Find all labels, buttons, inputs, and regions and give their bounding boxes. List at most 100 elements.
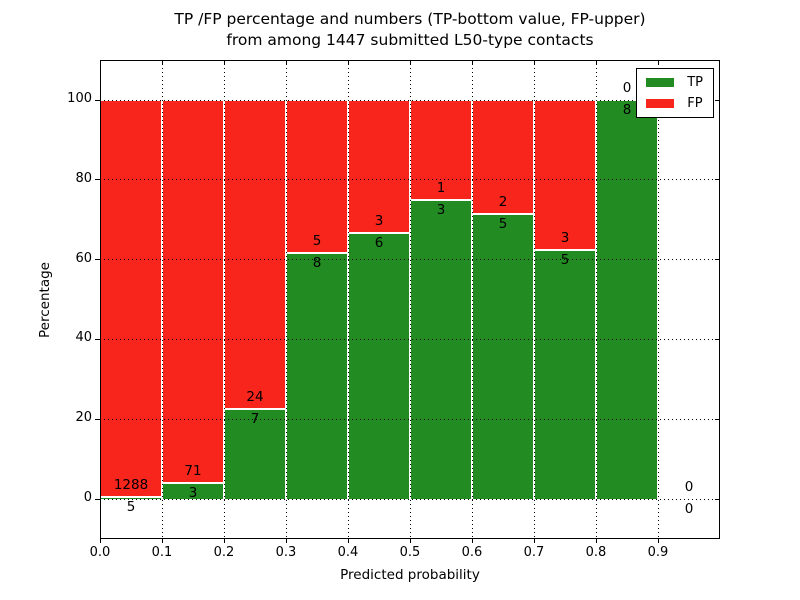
legend-label-fp: FP [687,96,703,111]
tp-bar-segment [596,100,658,499]
x-tick-mark [223,539,225,543]
x-tick-mark [471,539,473,543]
tp-count-label: 5 [560,251,570,268]
x-tick-label: 0.6 [461,545,483,560]
x-tick-mark [595,539,597,543]
grid-layer [100,60,720,539]
y-tick-mark-right [715,418,720,420]
y-tick-label: 60 [75,250,92,266]
y-tick-mark [95,338,100,340]
chart-title-line2: from among 1447 submitted L50-type conta… [226,31,594,49]
gridline-x-0.2 [223,60,225,539]
plot-area: 0.0 0.1 0.2 0.3 0.4 0.5 0.6 0.7 0.8 0.9 0 20 40 60 80 1… [67,60,720,560]
x-tick-mark [533,539,535,543]
gridline-x-0.6 [471,60,473,539]
fp-count-label: 2 [498,194,508,210]
x-tick-mark-top [657,60,659,65]
fp-count-label: 0 [622,80,632,96]
gridline-x-0.4 [347,60,349,539]
y-tick-mark-right [715,99,720,101]
legend-item-fp: FP [646,97,703,110]
y-tick-mark-right [715,179,720,181]
x-tick-mark-top [533,60,535,65]
legend-swatch-fp-icon [646,99,675,108]
x-tick-label: 0.8 [585,545,607,560]
x-tick-mark [409,539,411,543]
gridline-x-0.3 [285,60,287,539]
tp-count-label: 8 [312,255,322,272]
legend-item-tp: TP [646,76,703,89]
x-tick-mark-top [409,60,411,65]
legend-swatch-tp-icon [646,78,675,87]
x-tick-mark-top [347,60,349,65]
y-tick-mark [95,498,100,500]
fp-count-label: 0 [684,479,694,495]
y-axis-label: Percentage [37,262,53,338]
tp-count-label: 7 [250,410,260,427]
x-tick-mark-top [471,60,473,65]
tp-bar-segment [348,233,410,499]
tp-count-label: 6 [374,235,384,251]
ticks-layer: 0.0 0.1 0.2 0.3 0.4 0.5 0.6 0.7 0.8 0.9 0 20 40 60 80 1… [67,60,720,560]
legend: TP FP [636,68,714,118]
gridline-x-0.1 [161,60,163,539]
x-tick-mark-top [223,60,225,65]
y-tick-label: 80 [75,170,92,186]
x-tick-label: 0.1 [151,545,173,560]
fp-count-label: 1288 [113,477,149,494]
x-tick-label: 0.7 [523,545,545,560]
x-tick-label: 0.3 [275,545,297,560]
legend-label-tp: TP [687,75,703,90]
y-tick-mark [95,99,100,101]
y-tick-label: 100 [67,91,92,106]
bar-labels-layer: 1288 5 71 3 24 7 5 8 3 6 1 3 2 5 3 5 0 8 0 0 [100,60,720,539]
gridline-x-0.8 [595,60,597,539]
tp-bar-segment [534,249,596,499]
x-tick-mark [657,539,659,543]
gridline-x-0.7 [533,60,535,539]
chart-title: TP /FP percentage and numbers (TP-bottom… [100,9,720,51]
x-tick-label: 0.5 [399,545,421,560]
gridline-x-0.5 [409,60,411,539]
fp-bar-segment [286,100,348,254]
x-tick-label: 0.2 [213,545,235,560]
y-tick-mark [95,259,100,261]
y-tick-mark-right [715,498,720,500]
y-tick-mark [95,418,100,420]
x-tick-mark [347,539,349,543]
y-tick-label: 20 [75,410,92,426]
y-tick-label: 0 [83,490,92,505]
fp-count-label: 5 [312,233,322,250]
tp-count-label: 3 [188,484,198,501]
tp-count-label: 3 [436,201,446,218]
x-tick-label: 0.4 [337,545,359,560]
tp-bar-segment [224,408,286,499]
x-tick-mark [161,539,163,543]
x-tick-mark [99,539,101,543]
chart-title-line1: TP /FP percentage and numbers (TP-bottom… [174,10,646,28]
fp-count-label: 71 [184,462,202,479]
tp-count-label: 5 [126,499,136,516]
x-axis-label: Predicted probability [340,567,480,583]
fp-count-label: 1 [436,179,446,196]
fp-bar-segment [534,100,596,250]
x-tick-label: 0.0 [89,545,111,560]
y-tick-mark [95,179,100,181]
fp-bar-segment [348,100,410,233]
tp-count-label: 5 [498,216,508,232]
gridline-x-0.9 [657,60,659,539]
x-tick-mark [285,539,287,543]
y-tick-mark-right [715,338,720,340]
tp-count-label: 0 [684,501,694,517]
x-tick-mark-top [595,60,597,65]
x-tick-mark-top [161,60,163,65]
fp-count-label: 24 [246,388,264,405]
fp-count-label: 3 [374,213,384,229]
y-tick-label: 40 [75,330,92,346]
fp-count-label: 3 [560,229,570,246]
x-tick-mark-top [285,60,287,65]
y-tick-mark-right [715,259,720,261]
x-tick-label: 0.9 [647,545,669,560]
tp-count-label: 8 [622,102,632,118]
